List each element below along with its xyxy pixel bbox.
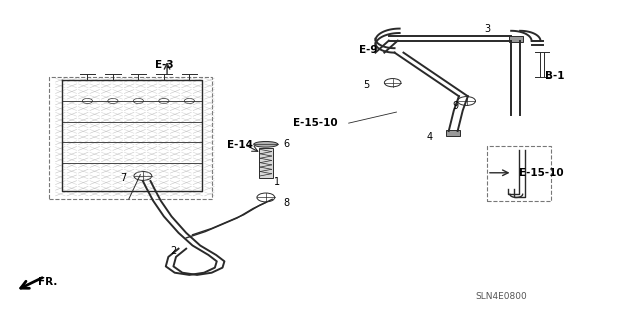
Text: 9: 9 bbox=[452, 101, 458, 111]
Text: E-15-10: E-15-10 bbox=[293, 118, 338, 128]
Text: B-1: B-1 bbox=[545, 71, 564, 81]
Text: E-15-10: E-15-10 bbox=[519, 168, 563, 178]
Text: E-9: E-9 bbox=[358, 45, 377, 56]
Ellipse shape bbox=[253, 141, 278, 147]
Text: E-14: E-14 bbox=[227, 140, 253, 150]
Text: 4: 4 bbox=[426, 132, 433, 142]
Text: 1: 1 bbox=[274, 177, 280, 187]
Text: 3: 3 bbox=[484, 24, 490, 34]
Bar bbox=[446, 130, 460, 136]
Text: 2: 2 bbox=[170, 246, 177, 256]
Text: 8: 8 bbox=[284, 198, 290, 208]
Text: SLN4E0800: SLN4E0800 bbox=[476, 292, 527, 300]
Text: 5: 5 bbox=[363, 80, 369, 90]
Text: FR.: FR. bbox=[38, 277, 57, 287]
Text: 7: 7 bbox=[120, 173, 127, 183]
Text: E-3: E-3 bbox=[155, 60, 173, 70]
Bar bbox=[487, 146, 550, 201]
Bar bbox=[259, 148, 273, 178]
Text: 6: 6 bbox=[284, 139, 290, 149]
Bar bbox=[509, 36, 523, 42]
Bar bbox=[49, 77, 212, 199]
